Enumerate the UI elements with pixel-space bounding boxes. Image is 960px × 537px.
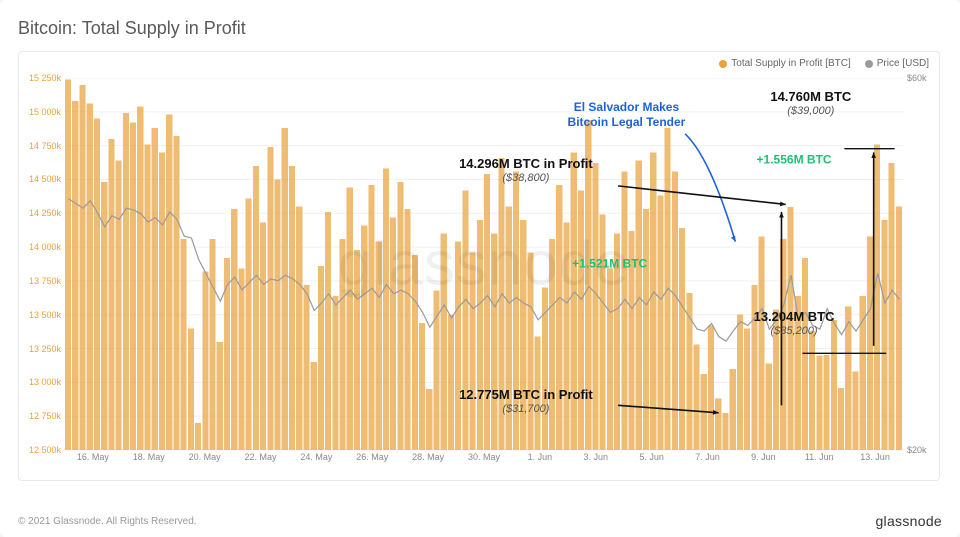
legend-label-price: Price [USD] [877,58,929,69]
brand-logo: glassnode [875,513,942,529]
legend-swatch-price [865,60,873,68]
y-axis-right: $20k$60k [905,78,937,450]
legend-swatch-supply [719,60,727,68]
chart-card: Bitcoin: Total Supply in Profit Total Su… [0,0,960,537]
legend-label-supply: Total Supply in Profit [BTC] [731,58,851,69]
chart-title: Bitcoin: Total Supply in Profit [18,18,942,39]
legend: Total Supply in Profit [BTC] Price [USD] [719,58,929,69]
y-axis-left: 12 500k12 750k13 000k13 250k13 500k13 75… [21,78,63,450]
plot-region: glassnode El Salvador Makes Bitcoin Lega… [65,78,903,450]
plot-svg [65,78,903,450]
legend-item-price: Price [USD] [865,58,929,69]
chart-area: Total Supply in Profit [BTC] Price [USD]… [18,51,940,481]
copyright-text: © 2021 Glassnode. All Rights Reserved. [18,516,197,527]
footer: © 2021 Glassnode. All Rights Reserved. g… [18,513,942,529]
bars-series [65,79,902,450]
x-axis: 16. May18. May20. May22. May24. May26. M… [65,452,903,472]
legend-item-supply: Total Supply in Profit [BTC] [719,58,851,69]
